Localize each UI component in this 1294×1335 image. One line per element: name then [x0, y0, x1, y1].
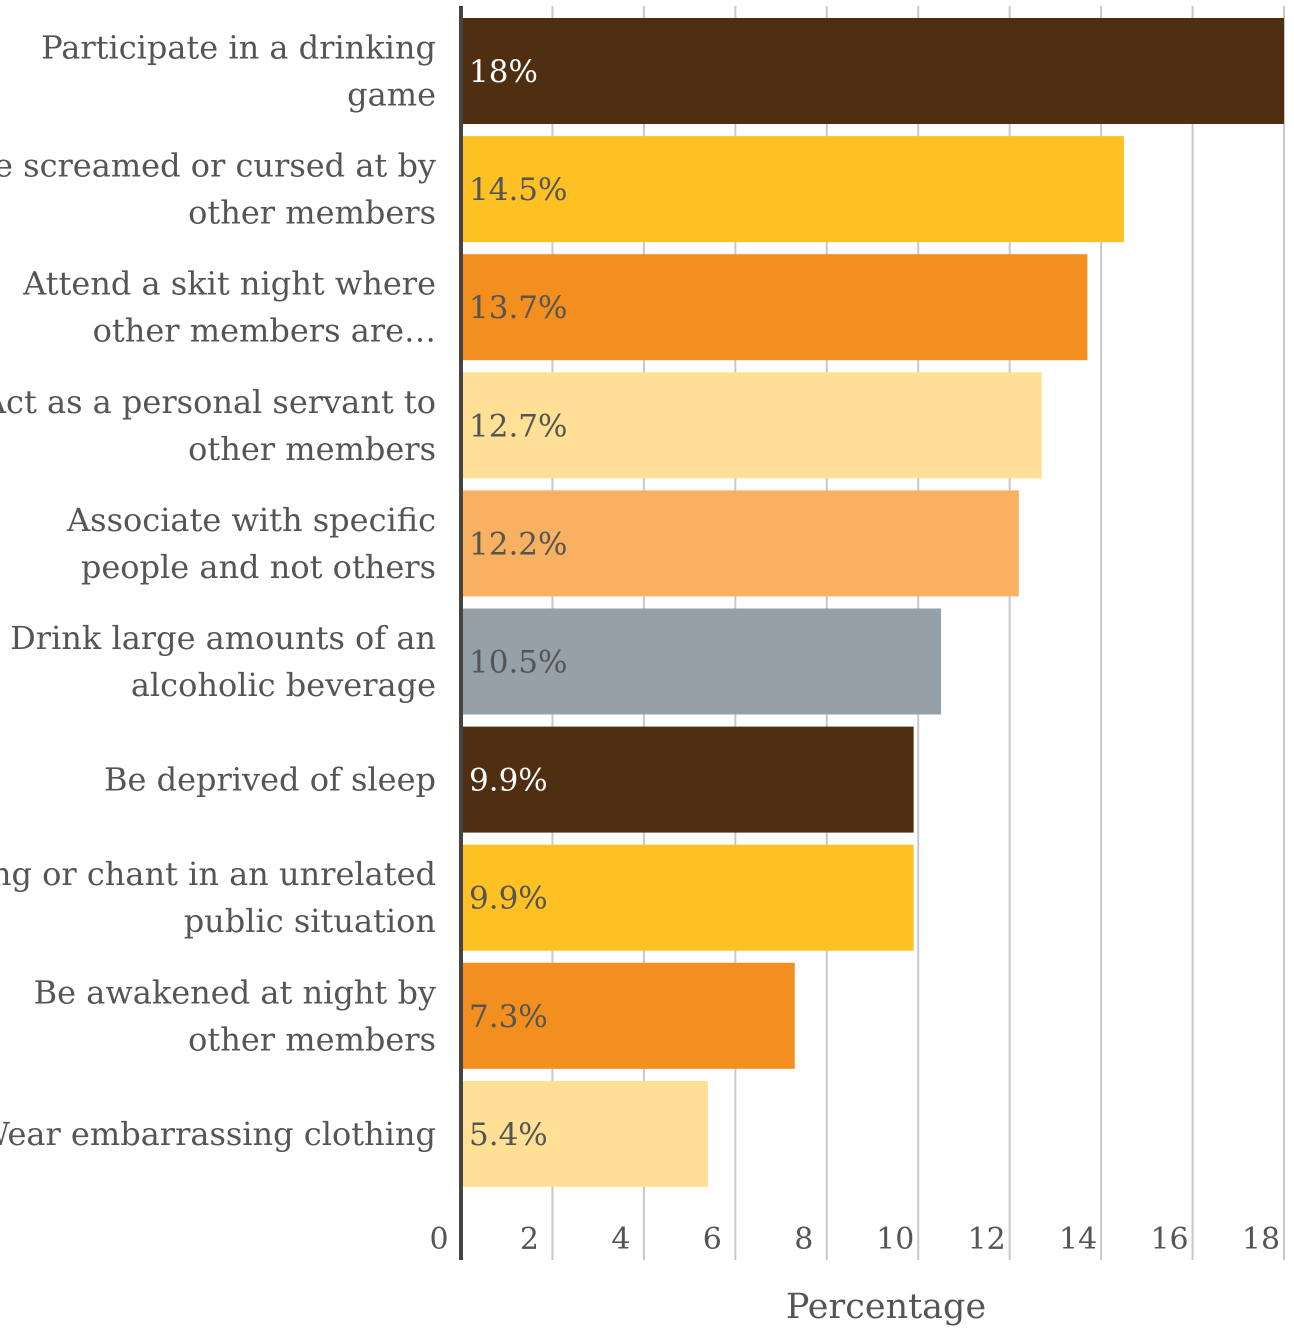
bar	[461, 962, 795, 1069]
category-label-line: Drink large amounts of an	[10, 619, 436, 657]
category-label-line: game	[347, 76, 436, 114]
x-tick-label: 6	[703, 1222, 722, 1257]
category-label: Act as a personal servant to other member…	[0, 383, 436, 468]
data-label: 9.9%	[469, 763, 548, 799]
x-tick-label: 0	[429, 1222, 448, 1257]
data-label: 7.3%	[469, 999, 548, 1035]
category-label: Be screamed or cursed at by other members	[0, 147, 436, 232]
x-tick-label: 4	[611, 1222, 630, 1257]
data-label: 12.2%	[469, 526, 567, 562]
x-tick-label: 2	[520, 1222, 539, 1257]
data-label: 18%	[469, 54, 538, 90]
category-label: Wear embarrassing clothing	[0, 1115, 436, 1153]
x-tick-label: 10	[876, 1222, 914, 1257]
category-label-line: Be awakened at night by	[34, 973, 436, 1011]
data-label: 5.4%	[469, 1117, 548, 1153]
data-label: 14.5%	[469, 172, 567, 208]
category-label-line: Participate in a drinking	[41, 29, 436, 67]
x-tick-label: 16	[1150, 1222, 1188, 1257]
category-label-line: Attend a skit night where	[22, 265, 436, 303]
category-label: Be awakened at night by other members	[34, 973, 436, 1058]
category-label-line: Wear embarrassing clothing	[0, 1115, 436, 1153]
category-label-line: other members	[188, 430, 436, 468]
bar	[461, 608, 942, 715]
bar	[461, 726, 914, 833]
bar	[461, 490, 1019, 597]
category-label-line: other members	[188, 194, 436, 232]
x-tick-label: 18	[1242, 1222, 1280, 1257]
data-label: 12.7%	[469, 408, 567, 444]
x-tick-label: 12	[968, 1222, 1006, 1257]
category-label-line: Be screamed or cursed at by	[0, 147, 436, 185]
category-label: Be deprived of sleep	[104, 761, 436, 799]
category-label: Participate in a drinking game	[41, 29, 436, 114]
bar	[461, 254, 1088, 361]
x-axis-title: Percentage	[786, 1287, 986, 1327]
category-label-line: public situation	[184, 902, 436, 940]
category-label-line: Be deprived of sleep	[104, 761, 436, 799]
data-label: 9.9%	[469, 881, 548, 917]
data-label: 13.7%	[469, 290, 567, 326]
category-label: Associate with specific people and not ot…	[66, 501, 436, 586]
bar	[461, 18, 1284, 124]
category-label-line: alcoholic beverage	[131, 666, 436, 704]
category-label-line: other members are…	[93, 312, 436, 350]
bar	[461, 372, 1042, 479]
bar	[461, 1080, 708, 1187]
category-label: Attend a skit night where other members a…	[22, 265, 436, 350]
category-label-line: Associate with specific	[66, 501, 436, 539]
bar	[461, 844, 914, 951]
category-label-line: Act as a personal servant to	[0, 383, 436, 421]
x-tick-labels: 0 2 4 6 8 10 12 14 16 18	[429, 1222, 1280, 1257]
category-label-line: other members	[188, 1020, 436, 1058]
x-tick-label: 14	[1059, 1222, 1097, 1257]
category-labels: Participate in a drinking game Be screamed…	[0, 29, 436, 1153]
category-label-line: people and not others	[81, 548, 436, 586]
bar	[461, 136, 1124, 243]
x-tick-label: 8	[794, 1222, 813, 1257]
category-label: Drink large amounts of an alcoholic bever…	[10, 619, 436, 704]
category-label-line: Sing or chant in an unrelated	[0, 855, 436, 893]
bars: 18% 14.5% 13.7% 12.7% 12.2% 10.5% 9.9% 9.9% 7.3%…	[461, 18, 1284, 1187]
data-label: 10.5%	[469, 645, 567, 681]
category-label: Sing or chant in an unrelated public situ…	[0, 855, 436, 940]
